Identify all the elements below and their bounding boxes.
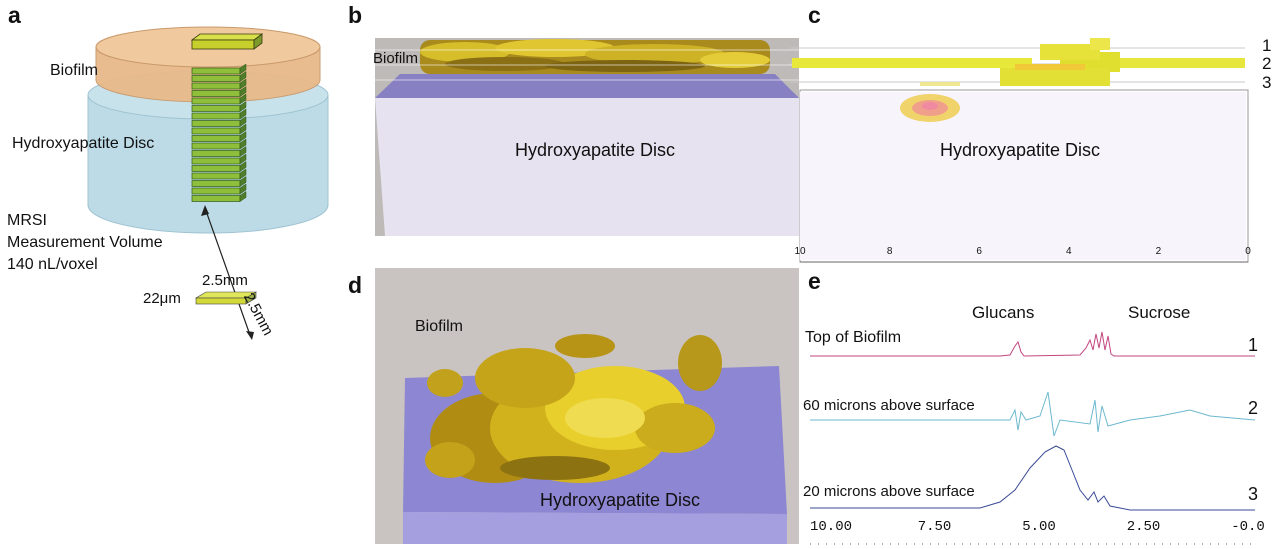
voxel-slice-side: [239, 123, 247, 135]
voxel-slice-side: [239, 168, 247, 180]
panel-d-render: [375, 268, 799, 544]
voxel-slice: [191, 82, 241, 90]
voxel-slice: [191, 142, 241, 150]
panel-a-disc-label: Hydroxyapatite Disc: [12, 135, 155, 152]
voxel-slice-side: [239, 146, 247, 157]
panel-c-axis-tick-label: 10: [794, 246, 806, 257]
panel-b-letter: b: [348, 2, 363, 28]
panel-b-render: [375, 38, 799, 236]
panel-d-letter: d: [348, 272, 363, 298]
voxel-slice: [191, 67, 241, 75]
panel-e-axis-tick-label: 2.50: [1126, 519, 1161, 535]
biofilm-signal-bands: [792, 38, 1245, 86]
dim-thickness-label: 22μm: [143, 290, 181, 307]
panel-d-graphic: [375, 268, 799, 544]
panel-e-axis-tick-label: 7.50: [917, 519, 952, 535]
mrsi-label: MRSI Measurement Volume 140 nL/voxel: [7, 210, 163, 276]
small-voxel: [194, 291, 258, 305]
panel-d-disc-label: Hydroxyapatite Disc: [540, 490, 701, 510]
panel-e-letter: e: [808, 268, 821, 294]
voxel-slice-side: [239, 78, 247, 90]
voxel-slice: [191, 165, 241, 172]
panel-c-axis-tick-label: 6: [976, 246, 982, 257]
panel-c-axis-tick-label: 0: [1245, 246, 1251, 257]
voxel-slice-side: [239, 191, 247, 202]
peak-label-glucans: Glucans: [972, 303, 1035, 322]
top-voxel: [190, 33, 264, 50]
spectrum-trace-1: [810, 331, 1255, 357]
panel-a-biofilm-label: Biofilm: [50, 62, 99, 79]
voxel-slice-side: [239, 138, 247, 150]
trace-number-1: 1: [1248, 335, 1259, 355]
voxel-slice: [191, 75, 241, 82]
voxel-slice: [191, 127, 241, 135]
voxel-slice-side: [239, 108, 247, 120]
row-label-3: 3: [1262, 73, 1272, 92]
panel-c-axis-tick-label: 2: [1155, 246, 1162, 257]
voxel-slice: [191, 150, 241, 157]
voxel-slice: [191, 112, 241, 120]
trace-label-2: 60 microns above surface: [803, 397, 975, 414]
voxel-slice-side: [239, 183, 247, 195]
voxel-stack: [191, 63, 247, 202]
spectrum-trace-3: [810, 445, 1255, 511]
voxel-slice: [191, 172, 241, 180]
voxel-slice-side: [239, 86, 247, 97]
trace-label-1: Top of Biofilm: [805, 329, 902, 346]
voxel-slice: [191, 135, 241, 142]
dim-width-label: 2.5mm: [202, 272, 248, 289]
voxel-slice-side: [239, 93, 247, 105]
voxel-slice-side: [239, 161, 247, 172]
arrow: [201, 205, 254, 340]
trace-number-3: 3: [1248, 484, 1259, 504]
row-label-2: 2: [1262, 54, 1272, 73]
panel-c-axis-tick-label: 4: [1066, 246, 1072, 257]
voxel-slice: [191, 195, 241, 202]
panel-d-biofilm-label: Biofilm: [415, 318, 464, 335]
spectrum-trace-2: [810, 391, 1256, 437]
panel-b-graphic: [375, 38, 799, 236]
panel-b-disc-label: Hydroxyapatite Disc: [515, 140, 676, 160]
voxel-slice-side: [239, 176, 247, 187]
panel-a-letter: a: [8, 2, 21, 28]
biofilm-blobs-side: [420, 39, 770, 74]
voxel-slice-side: [239, 153, 247, 165]
panel-a-schematic: [87, 26, 329, 340]
voxel-slice: [191, 157, 241, 165]
voxel-slice-side: [239, 101, 247, 112]
panel-e-axis-tick-label: -0.0: [1231, 519, 1265, 535]
panel-e-spectra: [810, 331, 1256, 545]
mrsi-line-2: Measurement Volume: [7, 234, 163, 251]
trace-label-3: 20 microns above surface: [803, 483, 975, 500]
panel-c-letter: c: [808, 2, 821, 28]
voxel-slice: [191, 90, 241, 97]
panel-c-axis-tick-label: 8: [886, 246, 893, 257]
voxel-slice-side: [239, 116, 247, 127]
voxel-slice: [191, 105, 241, 112]
panel-c-graphic: [790, 38, 1249, 263]
voxel-slice-side: [239, 131, 247, 142]
voxel-slice: [191, 187, 241, 195]
row-label-1: 1: [1262, 36, 1272, 55]
peak-label-sucrose: Sucrose: [1128, 303, 1191, 322]
panel-e-axis-tick-label: 5.00: [1022, 519, 1056, 535]
trace-number-2: 2: [1248, 398, 1259, 418]
biofilm-blobs-3d: [425, 334, 722, 483]
voxel-slice: [191, 180, 241, 187]
mrsi-line-3: 140 nL/voxel: [7, 256, 98, 273]
mrsi-line-1: MRSI: [7, 212, 47, 229]
voxel-slice-side: [239, 63, 247, 75]
panel-e-axis-tick-label: 10.00: [810, 519, 853, 535]
voxel-slice: [191, 97, 241, 105]
panel-c-disc-label: Hydroxyapatite Disc: [940, 140, 1101, 160]
disc-signal-blob: [900, 94, 960, 122]
voxel-slice-side: [239, 71, 247, 82]
voxel-slice: [191, 120, 241, 127]
panel-b-biofilm-label: Biofilm: [373, 50, 419, 67]
